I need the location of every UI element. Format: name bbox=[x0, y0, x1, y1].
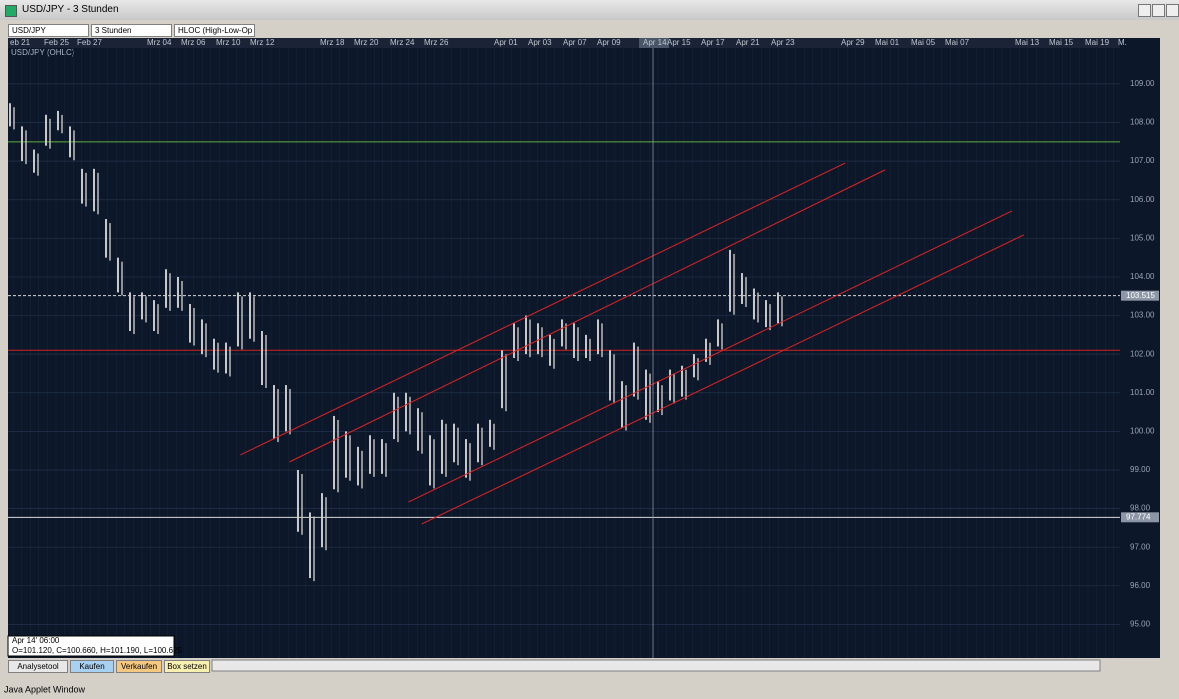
date-label: Mai 05 bbox=[911, 38, 936, 47]
date-label: Mai 15 bbox=[1049, 38, 1074, 47]
window-title: USD/JPY - 3 Stunden bbox=[22, 4, 119, 15]
date-highlight bbox=[639, 38, 669, 48]
date-label: Apr 23 bbox=[771, 38, 795, 47]
button[interactable]: Kaufen bbox=[70, 660, 114, 673]
status-bar bbox=[0, 682, 1179, 699]
y-tick-label: 102.00 bbox=[1130, 349, 1155, 358]
chart-title: USD/JPY (OHLC) bbox=[11, 48, 75, 57]
price-tag bbox=[1121, 290, 1159, 301]
y-tick-label: 101.00 bbox=[1130, 388, 1155, 397]
minimize[interactable] bbox=[1138, 4, 1151, 17]
date-label: Apr 14 bbox=[643, 38, 667, 47]
date-label: eb 21 bbox=[10, 38, 31, 47]
trendline bbox=[240, 162, 846, 456]
date-label: Mrz 04 bbox=[147, 38, 172, 47]
price-tag-label: 103.515 bbox=[1126, 291, 1155, 300]
y-tick-label: 96.00 bbox=[1130, 581, 1151, 590]
y-tick-label: 95.00 bbox=[1130, 620, 1151, 629]
trendline bbox=[289, 169, 886, 463]
scrollbar[interactable] bbox=[1160, 38, 1176, 658]
info-box bbox=[7, 635, 175, 657]
y-tick-label: 98.00 bbox=[1130, 504, 1151, 513]
date-label: Mrz 18 bbox=[320, 38, 345, 47]
date-label: Apr 17 bbox=[701, 38, 725, 47]
date-label: Mai 13 bbox=[1015, 38, 1040, 47]
date-label: M. bbox=[1118, 38, 1127, 47]
date-label: Mrz 06 bbox=[181, 38, 206, 47]
style-select[interactable]: HLOC (High-Low-Op bbox=[174, 24, 255, 37]
info-time: Apr 14' 06:00 bbox=[12, 636, 60, 645]
trendline bbox=[421, 234, 1025, 525]
date-label: Apr 15 bbox=[667, 38, 691, 47]
trendline bbox=[408, 210, 1013, 503]
instrument-select[interactable]: USD/JPY bbox=[8, 24, 89, 37]
y-tick-label: 104.00 bbox=[1130, 272, 1155, 281]
app-icon bbox=[5, 5, 17, 17]
y-tick-label: 99.00 bbox=[1130, 465, 1151, 474]
date-label: Mai 19 bbox=[1085, 38, 1110, 47]
date-label: Mai 07 bbox=[945, 38, 970, 47]
title-bar: USD/JPY - 3 Stunden bbox=[0, 0, 1179, 20]
date-label: Mrz 24 bbox=[390, 38, 415, 47]
y-tick-label: 108.00 bbox=[1130, 118, 1155, 127]
y-tick-label: 105.00 bbox=[1130, 233, 1155, 242]
date-label: Feb 27 bbox=[77, 38, 102, 47]
date-label: Feb 25 bbox=[44, 38, 69, 47]
date-label: Apr 01 bbox=[494, 38, 518, 47]
y-tick-label: 107.00 bbox=[1130, 156, 1155, 165]
date-label: Apr 03 bbox=[528, 38, 552, 47]
maximize[interactable] bbox=[1152, 4, 1165, 17]
period-select[interactable]: 3 Stunden bbox=[91, 24, 172, 37]
date-label: Apr 21 bbox=[736, 38, 760, 47]
info-ohlc: O=101.120, C=100.660, H=101.190, L=100.6… bbox=[12, 646, 182, 655]
date-label: Mai 01 bbox=[875, 38, 900, 47]
button[interactable]: Verkaufen bbox=[116, 660, 162, 673]
button[interactable]: Analysetool bbox=[8, 660, 68, 673]
button[interactable]: Box setzen bbox=[164, 660, 210, 673]
h-scrollbar[interactable] bbox=[211, 659, 1101, 672]
status-text: Java Applet Window bbox=[4, 684, 86, 694]
date-label: Mrz 20 bbox=[354, 38, 379, 47]
y-tick-label: 103.00 bbox=[1130, 311, 1155, 320]
y-tick-label: 109.00 bbox=[1130, 79, 1155, 88]
date-label: Mrz 12 bbox=[250, 38, 275, 47]
y-tick-label: 100.00 bbox=[1130, 426, 1155, 435]
date-label: Apr 09 bbox=[597, 38, 621, 47]
chart-bg bbox=[8, 38, 1160, 658]
date-axis bbox=[8, 38, 1120, 48]
date-label: Mrz 26 bbox=[424, 38, 449, 47]
price-tag-label: 97.774 bbox=[1126, 512, 1151, 521]
date-label: Mrz 10 bbox=[216, 38, 241, 47]
y-tick-label: 97.00 bbox=[1130, 542, 1151, 551]
date-label: Apr 29 bbox=[841, 38, 865, 47]
price-tag bbox=[1121, 512, 1159, 523]
y-tick-label: 106.00 bbox=[1130, 195, 1155, 204]
date-label: Apr 07 bbox=[563, 38, 587, 47]
